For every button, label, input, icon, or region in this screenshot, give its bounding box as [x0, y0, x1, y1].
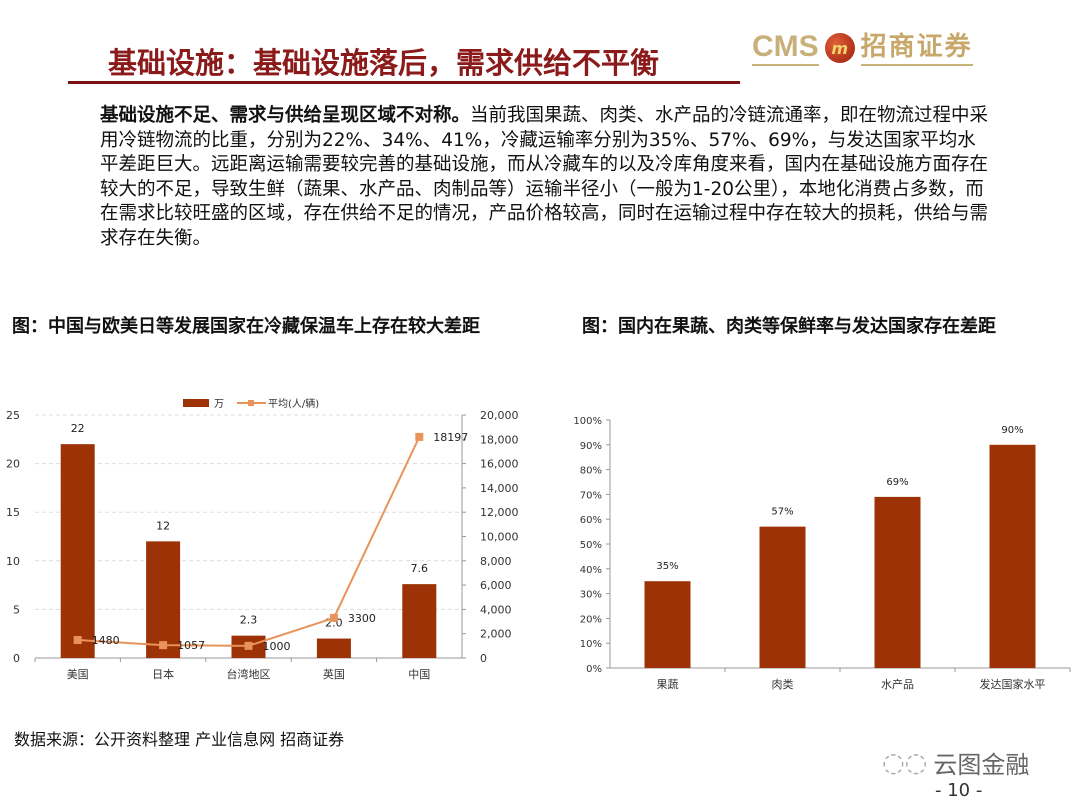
bar — [874, 496, 921, 668]
bar — [759, 526, 806, 668]
data-source: 数据来源：公开资料整理 产业信息网 招商证券 — [14, 730, 345, 749]
right-y-tick-label: 20,000 — [480, 409, 519, 422]
bar — [644, 581, 691, 668]
bar-data-label: 7.6 — [411, 562, 429, 575]
line-marker — [159, 641, 168, 650]
y-tick-label: 70% — [580, 490, 602, 501]
y-tick-label: 20% — [580, 614, 602, 625]
bar-data-label: 90% — [1001, 425, 1023, 436]
left-y-tick-label: 0 — [13, 652, 20, 665]
right-y-tick-label: 16,000 — [480, 458, 519, 471]
left-y-tick-label: 15 — [6, 506, 20, 519]
right-y-tick-label: 12,000 — [480, 506, 519, 519]
right-y-tick-label: 2,000 — [480, 628, 512, 641]
watermark-text: 云图金融 — [933, 751, 1030, 779]
left-y-tick-label: 5 — [13, 603, 20, 616]
bar-data-label: 57% — [771, 507, 793, 518]
page-number: - 10 - — [935, 780, 983, 801]
bar-data-label: 12 — [156, 519, 170, 532]
bar-data-label: 69% — [886, 477, 908, 488]
y-tick-label: 80% — [580, 466, 602, 477]
bar-data-label: 35% — [656, 561, 678, 572]
x-tick-label: 英国 — [323, 667, 345, 681]
body-paragraph: 基础设施不足、需求与供给呈现区域不对称。当前我国果蔬、肉类、水产品的冷链流通率，… — [100, 104, 990, 251]
line-data-label: 3300 — [348, 612, 376, 625]
line-marker — [329, 613, 338, 622]
logo-emblem-icon: m — [824, 33, 855, 63]
right-y-tick-label: 0 — [480, 652, 487, 665]
legend-label: 万 — [214, 399, 224, 410]
left-y-tick-label: 10 — [6, 555, 20, 568]
y-tick-label: 30% — [580, 590, 602, 601]
right-y-tick-label: 8,000 — [480, 555, 512, 568]
wechat-icon: ◌◌ — [882, 747, 928, 778]
body-text: 当前我国果蔬、肉类、水产品的冷链流通率，即在物流过程中采用冷链物流的比重，分别为… — [100, 105, 989, 249]
x-tick-label: 水产品 — [881, 677, 914, 691]
bar — [402, 584, 437, 658]
bar — [316, 638, 351, 658]
legend-label: 平均(人/辆) — [268, 397, 319, 410]
line-marker — [244, 641, 253, 650]
line-marker — [73, 636, 82, 645]
line-data-label: 1000 — [263, 640, 291, 653]
company-logo: CMS m 招商证券 — [752, 28, 973, 68]
left-chart-caption: 图：中国与欧美日等发展国家在冷藏保温车上存在较大差距 — [12, 316, 480, 337]
bar — [60, 444, 95, 658]
bar — [146, 541, 181, 658]
left-y-tick-label: 20 — [6, 458, 20, 471]
right-y-tick-label: 6,000 — [480, 579, 512, 592]
line-data-label: 18197 — [433, 431, 468, 444]
y-tick-label: 90% — [580, 441, 602, 452]
body-lead: 基础设施不足、需求与供给呈现区域不对称。 — [100, 105, 471, 126]
y-tick-label: 50% — [580, 540, 602, 551]
x-tick-label: 美国 — [67, 668, 89, 681]
line-data-label: 1480 — [92, 634, 120, 647]
right-y-tick-label: 4,000 — [480, 603, 512, 616]
watermark: ◌◌ 云图金融 — [882, 745, 1029, 780]
right-y-tick-label: 18,000 — [480, 433, 519, 446]
logo-latin: CMS — [752, 30, 819, 66]
y-tick-label: 40% — [580, 565, 602, 576]
x-tick-label: 果蔬 — [657, 678, 679, 691]
slide-title: 基础设施：基础设施落后，需求供给不平衡 — [108, 46, 660, 80]
y-tick-label: 100% — [573, 416, 602, 427]
right-y-tick-label: 10,000 — [480, 531, 519, 544]
left-y-tick-label: 25 — [6, 409, 20, 422]
x-tick-label: 发达国家水平 — [980, 677, 1046, 691]
bar — [989, 444, 1036, 668]
y-tick-label: 10% — [580, 639, 602, 650]
x-tick-label: 台湾地区 — [227, 667, 271, 681]
line-marker — [415, 432, 424, 441]
logo-chinese: 招商证券 — [860, 30, 973, 66]
y-tick-label: 60% — [580, 515, 602, 526]
legend-swatch-bar — [183, 399, 209, 407]
right-y-tick-label: 14,000 — [480, 482, 519, 495]
bar-data-label: 22 — [71, 422, 85, 435]
legend-marker — [248, 400, 254, 406]
title-divider — [68, 81, 740, 84]
y-tick-label: 0% — [586, 664, 602, 675]
x-tick-label: 肉类 — [772, 677, 794, 691]
right-chart-caption: 图：国内在果蔬、肉类等保鲜率与发达国家存在差距 — [582, 316, 996, 337]
x-tick-label: 日本 — [152, 667, 174, 681]
line-data-label: 1057 — [177, 639, 205, 652]
bar-data-label: 2.3 — [240, 614, 258, 627]
x-tick-label: 中国 — [408, 668, 430, 681]
